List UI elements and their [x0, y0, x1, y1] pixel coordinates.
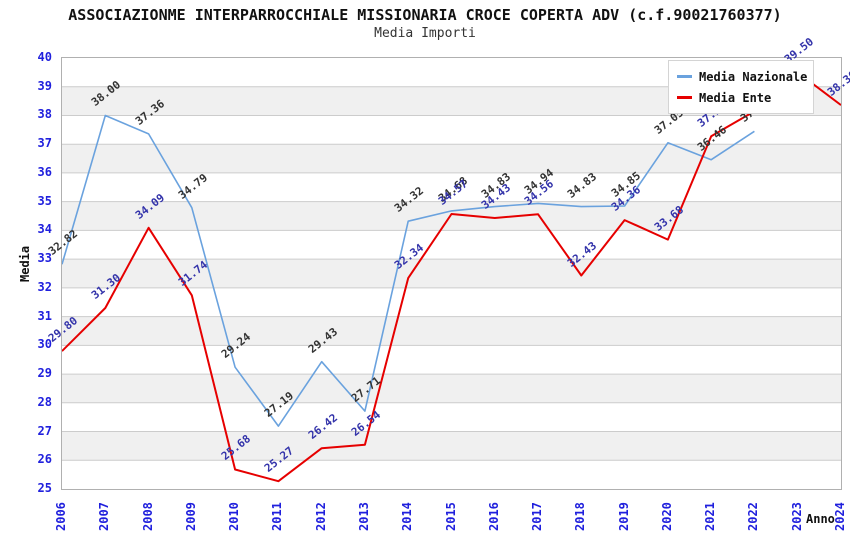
- x-axis-tick-label: 2021: [703, 502, 718, 531]
- y-axis-tick-label: 38: [37, 107, 52, 122]
- x-axis-tick-label: 2022: [746, 502, 761, 531]
- x-axis-tick-label: 2007: [97, 502, 112, 531]
- x-axis-tick-label: 2014: [400, 502, 415, 531]
- y-axis-tick-label: 34: [37, 222, 52, 237]
- x-axis-tick-label: 2023: [789, 502, 804, 531]
- x-axis-tick-label: 2009: [183, 502, 198, 531]
- background-band: [62, 374, 841, 403]
- x-axis-tick-label: 2011: [270, 502, 285, 531]
- legend-item-media-nazionale: Media Nazionale: [677, 66, 808, 87]
- background-band: [62, 201, 841, 231]
- line-swatch-icon: [677, 96, 692, 99]
- y-axis-tick-label: 40: [37, 50, 52, 64]
- x-axis-tick-label: 2020: [659, 502, 674, 531]
- y-axis-tick-label: 33: [37, 251, 52, 266]
- x-axis-title: Anno: [806, 512, 835, 526]
- background-band: [62, 316, 841, 346]
- line-swatch-icon: [677, 75, 692, 78]
- chart-title: ASSOCIAZIONME INTERPARROCCHIALE MISSIONA…: [68, 6, 782, 24]
- x-axis-tick-label: 2018: [573, 502, 588, 531]
- x-axis-tick-label: 2013: [356, 502, 371, 531]
- x-axis-tick-label: 2019: [616, 502, 631, 531]
- y-axis-tick-label: 29: [37, 366, 52, 381]
- background-band: [62, 144, 841, 173]
- legend-item-media-ente: Media Ente: [677, 87, 805, 108]
- series-line-media-ente: [62, 71, 841, 483]
- y-axis-tick-label: 37: [37, 136, 52, 151]
- x-axis-tick-label: 2012: [313, 502, 328, 531]
- y-axis-tick-label: 36: [37, 164, 52, 179]
- x-axis-tick-label: 2010: [227, 502, 242, 531]
- x-axis-tick-label: 2017: [530, 502, 545, 531]
- y-axis-tick-label: 32: [37, 279, 52, 294]
- y-axis-tick-label: 25: [37, 481, 52, 495]
- y-axis-tick-label: 35: [37, 193, 52, 208]
- plot-area: [61, 57, 842, 490]
- y-axis-tick-label: 31: [37, 308, 52, 323]
- legend-label: Media Nazionale: [699, 69, 808, 84]
- y-axis-tick-label: 30: [37, 337, 52, 352]
- y-axis-tick-label: 39: [37, 78, 52, 93]
- chart-subtitle: Media Importi: [374, 26, 476, 41]
- x-axis-tick-label: 2016: [486, 502, 501, 531]
- y-axis-tick-label: 28: [37, 394, 52, 409]
- y-axis-tick-label: 26: [37, 452, 52, 467]
- legend: Media Nazionale Media Ente: [668, 60, 814, 114]
- x-axis-tick-label: 2008: [140, 502, 155, 531]
- x-axis-tick-label: 2024: [833, 502, 847, 531]
- x-axis-tick-label: 2015: [443, 502, 458, 531]
- plot-canvas: [62, 71, 841, 483]
- y-axis-tick-label: 27: [37, 423, 52, 438]
- background-band: [62, 259, 841, 288]
- series-line-media-nazionale: [62, 114, 755, 427]
- legend-label: Media Ente: [699, 90, 772, 105]
- background-band: [62, 431, 841, 461]
- x-axis-tick-label: 2006: [54, 502, 68, 531]
